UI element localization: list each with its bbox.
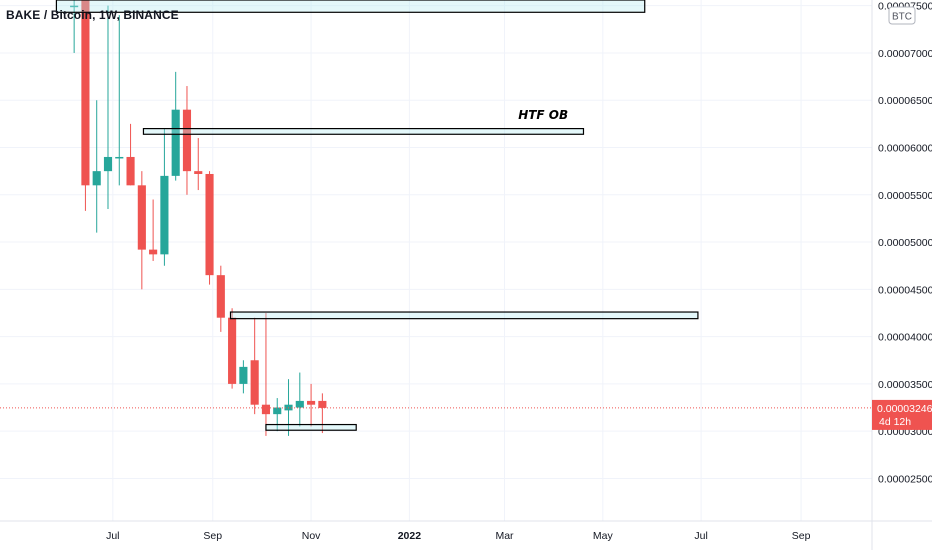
candle (228, 308, 237, 389)
price-tick-label: 0.00004500 (878, 284, 932, 296)
annotation-label[interactable]: HTF OB (518, 108, 568, 122)
order-block-zone[interactable] (55, 0, 646, 13)
candle (182, 86, 192, 195)
candle-body (182, 109, 192, 172)
candle (250, 317, 259, 415)
candle (103, 5, 113, 209)
time-tick-label: Sep (203, 530, 222, 542)
price-tick-label: 0.00007000 (878, 48, 932, 60)
price-tick-label: 0.00005500 (878, 190, 932, 202)
candles-layer (70, 0, 327, 436)
candle-body (115, 156, 124, 159)
candle (273, 398, 282, 432)
order-block-zone[interactable] (265, 423, 357, 431)
time-tick-label: Jul (106, 530, 119, 542)
candle (92, 100, 101, 233)
last-price-label: 0.00003246 (877, 403, 932, 415)
candle (318, 393, 327, 434)
candle (115, 15, 124, 186)
price-tick-label: 0.00006000 (878, 143, 932, 155)
time-tick-label: May (593, 530, 614, 542)
price-tick-label: 0.00005000 (878, 237, 932, 249)
candle-body (205, 173, 214, 276)
candle-body (149, 249, 158, 255)
drawings-layer: HTF OB (55, 0, 699, 431)
candle (160, 128, 169, 266)
bar-countdown-label: 4d 12h (879, 416, 911, 428)
candle-body (307, 400, 316, 405)
currency-badge-label: BTC (892, 12, 912, 23)
candle (307, 383, 316, 427)
candle (126, 123, 135, 186)
candle-body (92, 171, 101, 186)
candle-body (103, 156, 113, 172)
time-tick-label: Mar (495, 530, 514, 542)
time-axis[interactable]: Jul Sep Nov 2022 Mar May Jul Sep (106, 530, 810, 542)
candle-body (295, 400, 304, 408)
candle-body (318, 400, 327, 408)
price-tick-label: 0.00003500 (878, 379, 932, 391)
candle-body (194, 171, 203, 174)
candle-body (126, 156, 135, 186)
candle (194, 138, 203, 191)
candle-body (171, 109, 180, 176)
candle-body (250, 360, 259, 405)
candle (295, 372, 304, 427)
candle (216, 265, 225, 332)
price-tick-label: 0.00006500 (878, 95, 932, 107)
candle-body (239, 366, 248, 384)
candle (137, 171, 146, 290)
candle (205, 171, 214, 285)
candle-body (273, 407, 282, 415)
candle (261, 312, 271, 436)
candle (171, 71, 180, 181)
candle-body (81, 0, 90, 186)
candle-body (70, 5, 79, 8)
price-tick-label: 0.00004000 (878, 332, 932, 344)
candle-body (261, 404, 271, 415)
time-tick-label: Nov (302, 530, 321, 542)
candle-body (160, 175, 169, 255)
time-tick-label: Sep (792, 530, 811, 542)
candle-body (216, 275, 225, 318)
candle (81, 0, 90, 211)
symbol-title[interactable]: BAKE / Bitcoin, 1W, BINANCE (6, 8, 179, 22)
candle-body (228, 317, 237, 384)
time-tick-label: Jul (694, 530, 707, 542)
time-tick-label: 2022 (398, 530, 422, 542)
order-block-zone[interactable] (142, 127, 585, 135)
candle (239, 360, 248, 394)
currency-badge[interactable] (888, 6, 916, 25)
order-block-zone[interactable] (229, 311, 699, 320)
price-tick-label: 0.00002500 (878, 473, 932, 485)
candle-body (137, 185, 146, 250)
candle (70, 0, 79, 53)
candle (149, 199, 158, 261)
last-price-tag (872, 399, 932, 430)
